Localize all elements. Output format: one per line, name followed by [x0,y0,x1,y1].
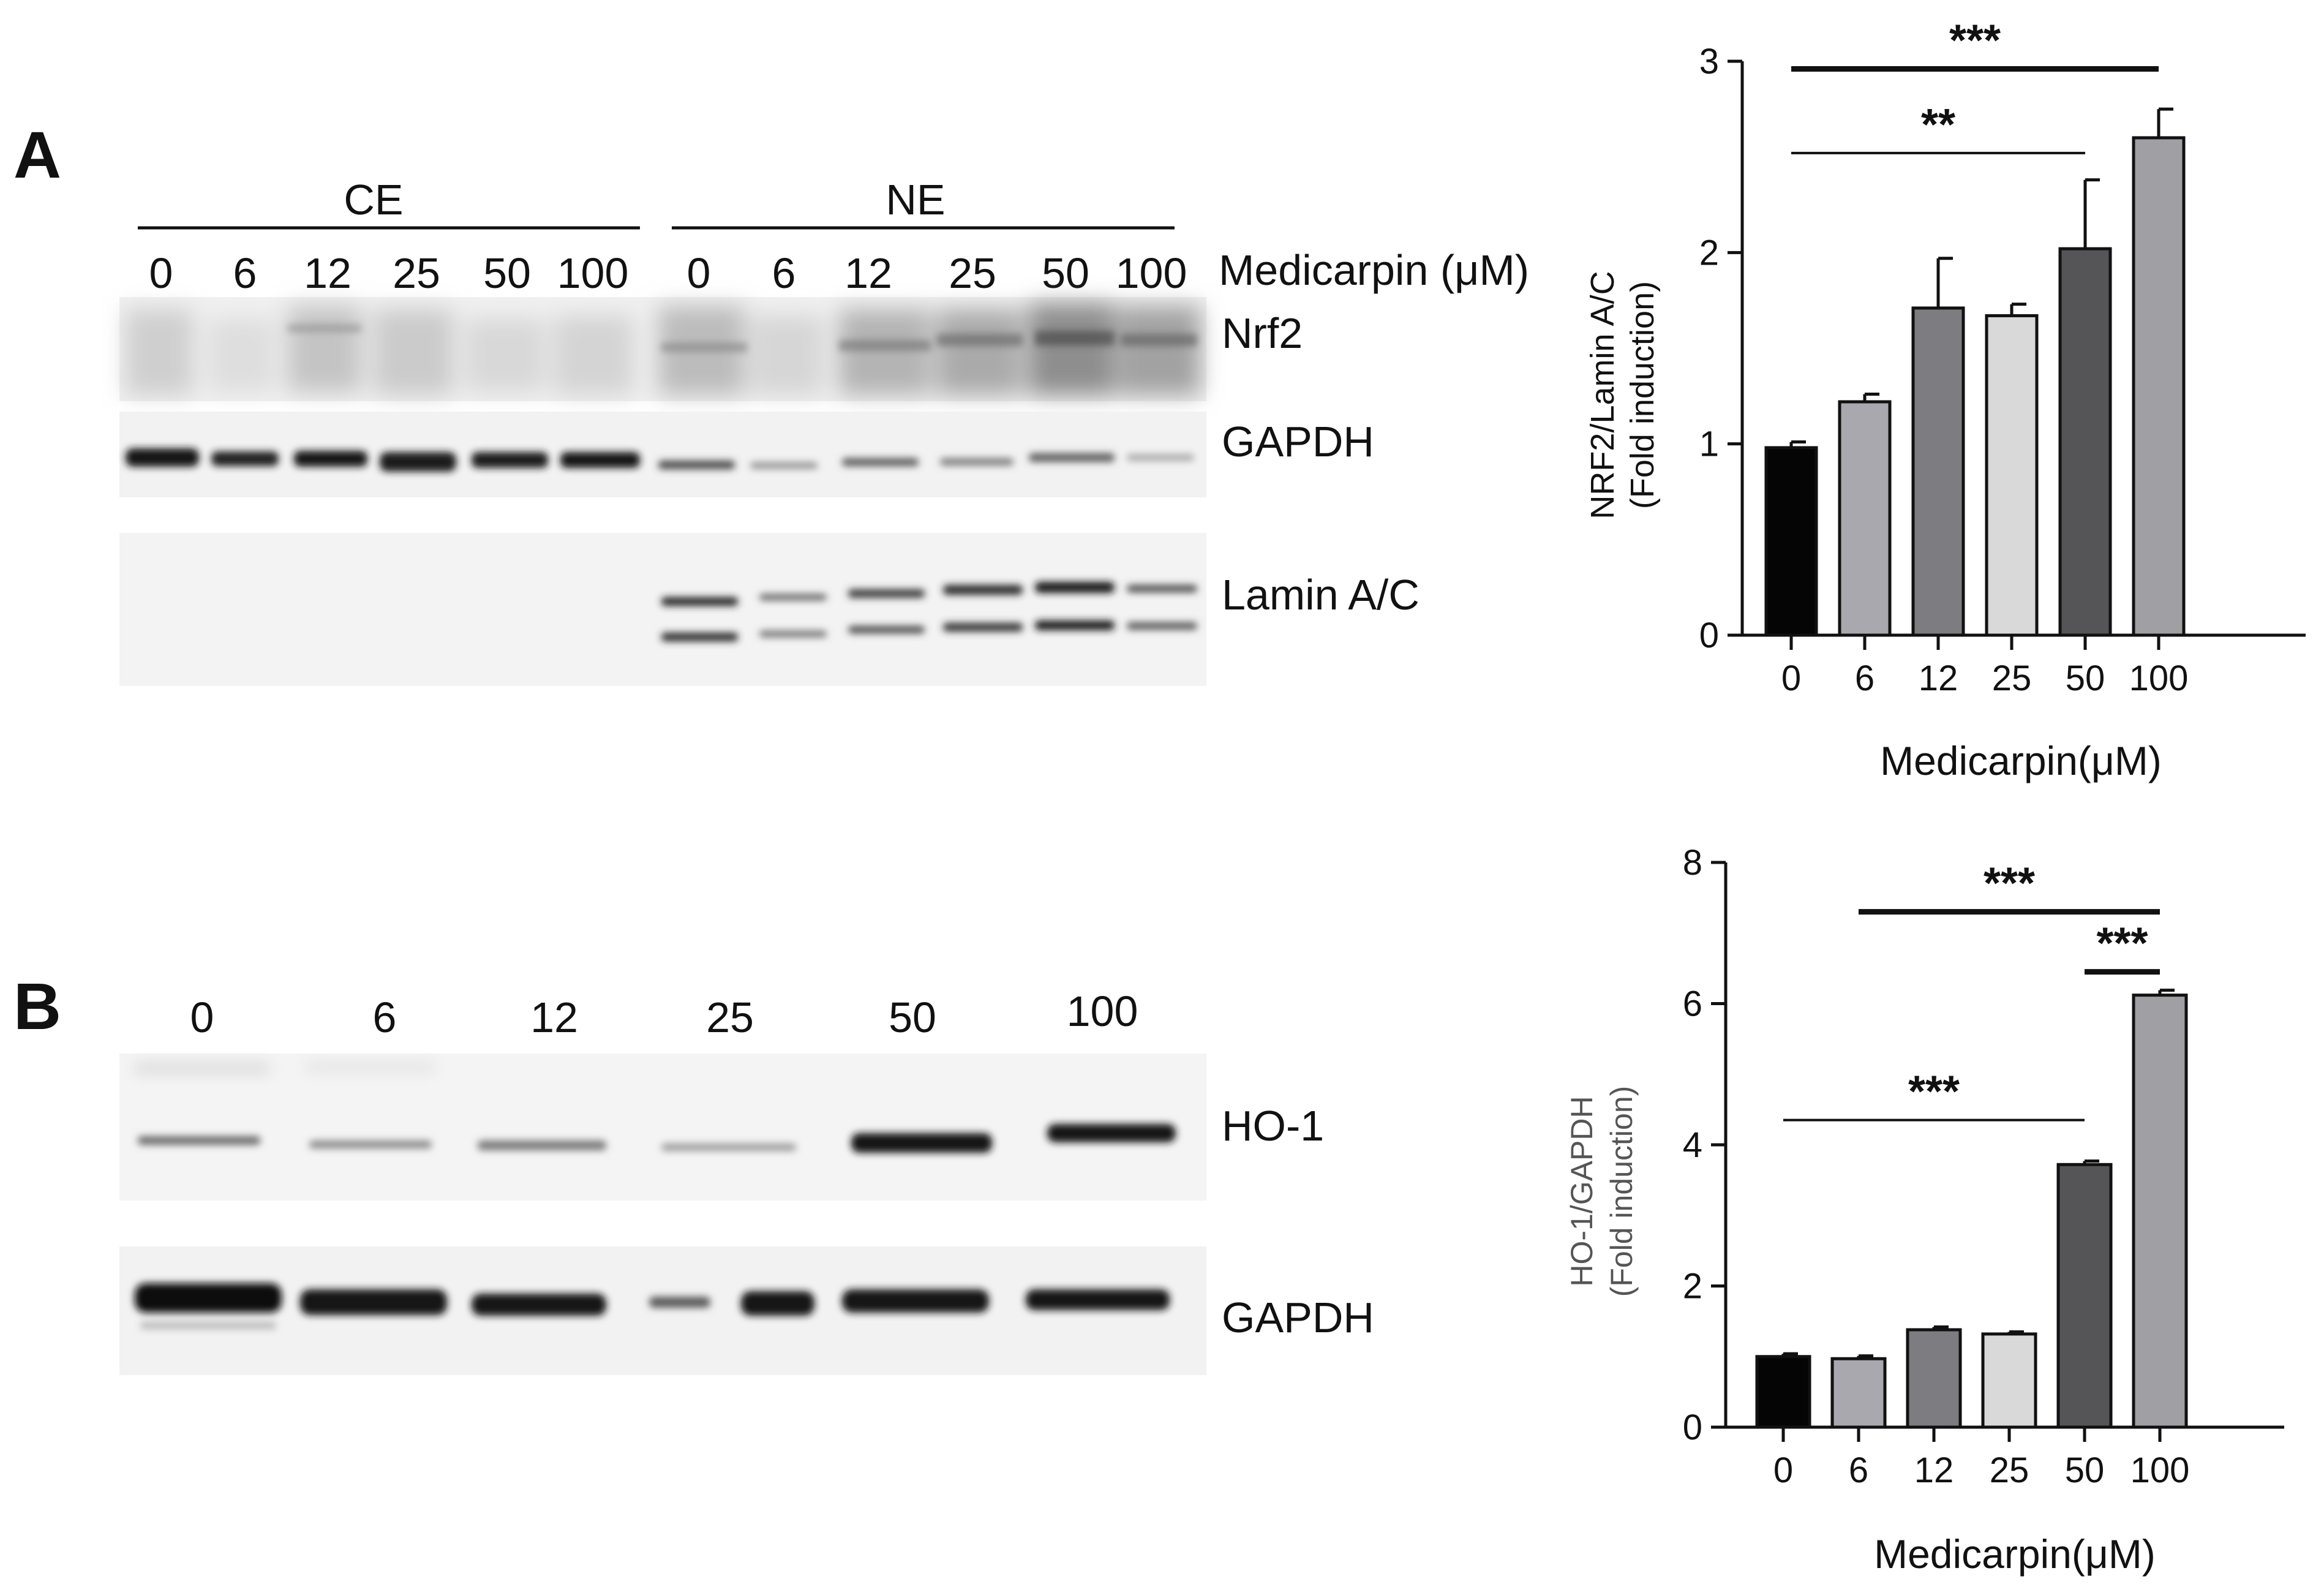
blot-nrf2 [119,297,1206,401]
bar [1764,446,1818,637]
y-axis-title-line-2: (Fold induction) [1624,281,1661,509]
lane-label: 0 [149,249,173,297]
significance-marker: *** [1908,1068,1960,1117]
blot-label-nrf2: Nrf2 [1222,309,1303,357]
bar [1838,400,1892,637]
chart-nrf2-lamin: NRF2/Lamin A/C (Fold induction) Medicarp… [1584,16,2306,783]
bar [1981,1332,2037,1429]
blot-membrane [119,1246,1206,1375]
lane-label: 12 [304,249,352,297]
y-axis-title-line-1: HO-1/GAPDH [1565,1096,1599,1286]
lane-label: 100 [1067,987,1138,1035]
blot-lamin [119,533,1206,686]
significance-marker: *** [2096,919,2148,968]
x-tick-label: 100 [2130,1450,2190,1490]
significance-marker: ** [1921,100,1955,149]
blot-membrane [119,533,1206,686]
blot-membrane [119,1054,1206,1201]
lane-label: 50 [889,994,936,1041]
y-tick-label: 1 [1699,424,1719,464]
bar [2056,1163,2113,1429]
blot-label-lamin: Lamin A/C [1222,571,1420,619]
treatment-label: Medicarpin (μM) [1219,246,1529,294]
y-tick-label: 8 [1683,843,1702,883]
y-tick-label: 3 [1699,42,1719,81]
panel-a-lane-labels: 0 6 12 25 50 100 0 6 12 25 50 100 [149,249,1187,297]
group-label-ne: NE [886,176,945,224]
blot-label-gapdh-b: GAPDH [1222,1294,1374,1341]
x-tick-label: 50 [2065,1450,2105,1490]
blot-label-ho1: HO-1 [1222,1102,1324,1150]
lane-label: 12 [530,994,578,1041]
y-axis-title-line-1: NRF2/Lamin A/C [1584,271,1621,519]
x-tick-label: 0 [1773,1450,1793,1490]
chart-ho1-gapdh: HO-1/GAPDH (Fold induction) Medicarpin(μ… [1565,843,2284,1577]
bar [2058,247,2112,637]
blot-gapdh-a [119,412,1206,497]
bar [1906,1328,1962,1429]
x-tick-label: 25 [1990,1450,2029,1490]
y-tick-label: 2 [1699,233,1719,273]
panel-b-lane-labels: 0 6 12 25 50 100 [190,987,1138,1041]
bar [1911,306,1965,637]
x-axis-title: Medicarpin(μM) [1880,738,2162,783]
x-tick-label: 50 [2066,658,2105,698]
blot-gapdh-b [119,1246,1206,1375]
y-tick-label: 0 [1683,1408,1702,1447]
lane-label: 6 [772,249,796,297]
lane-label: 100 [557,249,629,297]
lane-label: 100 [1116,249,1187,297]
bar [1830,1357,1887,1429]
x-tick-label: 6 [1849,1450,1868,1490]
y-tick-label: 4 [1683,1125,1702,1165]
blot-label-gapdh-a: GAPDH [1222,418,1374,466]
bar [1755,1355,1811,1429]
y-tick-label: 0 [1699,616,1719,655]
y-tick-label: 2 [1683,1267,1702,1307]
x-tick-label: 25 [1992,658,2032,698]
lane-label: 0 [687,249,711,297]
x-tick-label: 6 [1855,658,1875,698]
group-label-ce: CE [344,176,403,224]
significance-marker: *** [1949,16,2001,65]
x-tick-label: 12 [1914,1450,1954,1490]
lane-label: 0 [190,994,214,1041]
lane-label: 25 [706,994,754,1041]
lane-label: 12 [844,249,892,297]
x-tick-label: 12 [1919,658,1958,698]
panel-a-letter: A [13,118,61,192]
bar [2132,136,2186,637]
y-tick-label: 6 [1683,984,1702,1024]
bar [1985,314,2039,637]
lane-label: 6 [233,249,257,297]
lane-label: 50 [483,249,531,297]
lane-label: 25 [393,249,440,297]
lane-label: 50 [1042,249,1089,297]
x-tick-label: 0 [1781,658,1801,698]
y-axis-title-line-2: (Fold induction) [1604,1086,1639,1297]
lane-label: 25 [949,249,996,297]
blot-ho1 [119,1054,1206,1201]
x-tick-label: 100 [2129,658,2189,698]
bar [2132,994,2188,1429]
lane-label: 6 [373,994,397,1041]
significance-marker: *** [1984,859,2035,908]
x-axis-title: Medicarpin(μM) [1874,1531,2156,1577]
panel-b-letter: B [13,969,61,1043]
